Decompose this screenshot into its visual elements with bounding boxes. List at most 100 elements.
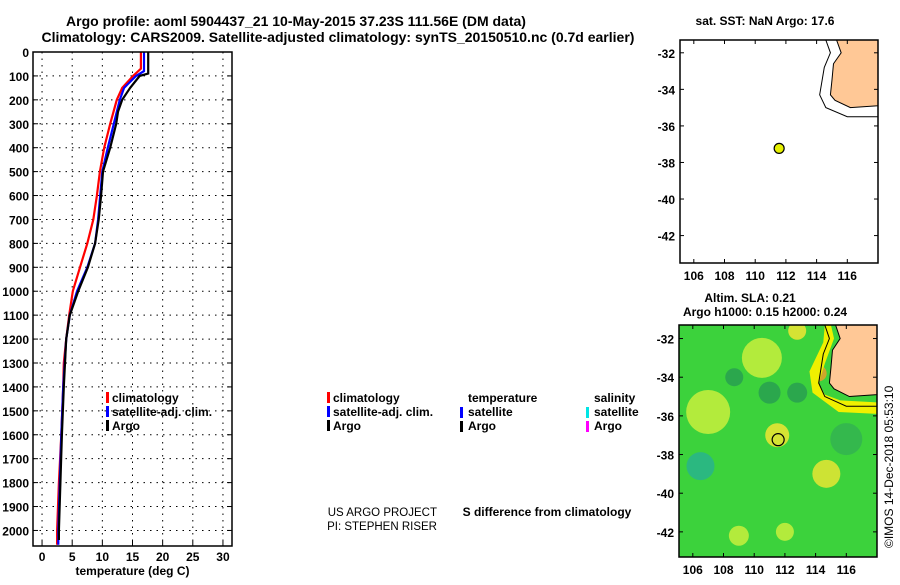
lat-tick-label: -38: [657, 449, 675, 463]
imos-credit: ©IMOS 14-Dec-2018 05:53:10: [882, 385, 896, 548]
legend-swatch-s-satellite: [586, 407, 589, 418]
legend-label: climatology: [333, 391, 400, 405]
sla-map-title-line1: Altim. SLA: 0.21: [704, 291, 796, 305]
y-tick-label: 600: [9, 190, 29, 204]
coast-contour: [818, 325, 877, 407]
y-tick-label: 800: [9, 237, 29, 251]
y-tick-label: 1800: [2, 477, 29, 491]
lon-tick-label: 116: [837, 563, 857, 577]
y-tick-label: 1700: [2, 453, 29, 467]
legend-label: Argo: [333, 419, 361, 433]
sla-anomaly-blob: [787, 382, 808, 403]
x-tick-label: 5: [69, 550, 76, 564]
legend-swatch-s-argo: [586, 421, 589, 432]
figure-title-line1: Argo profile: aoml 5904437_21 10-May-201…: [66, 13, 526, 29]
salinity-legend: climatology satellite-adj. clim. Argo US…: [327, 391, 437, 533]
legend-swatch-satellite: [106, 406, 109, 417]
lat-tick-label: -36: [657, 410, 675, 424]
y-tick-label: 1400: [2, 381, 29, 395]
x-tick-label: 10: [96, 550, 110, 564]
lat-tick-label: -32: [658, 47, 676, 61]
legend-swatch-climatology: [327, 392, 330, 403]
lon-tick-label: 106: [683, 563, 703, 577]
map-frame: [679, 39, 879, 264]
lon-tick-label: 110: [746, 269, 766, 283]
sla-anomaly-blob: [775, 522, 794, 541]
legend-label: satellite: [594, 405, 639, 419]
x-tick-label: 15: [126, 550, 140, 564]
sla-anomaly-blob: [788, 325, 807, 340]
lat-tick-label: -36: [658, 120, 676, 134]
y-tick-label: 1500: [2, 405, 29, 419]
pi-annotation: PI: STEPHEN RISER: [327, 521, 437, 533]
y-tick-label: 1200: [2, 333, 29, 347]
legend-swatch-argo: [327, 420, 330, 431]
x-tick-label: 25: [186, 550, 200, 564]
y-tick-label: 0: [22, 46, 29, 60]
sst-map-title: sat. SST: NaN Argo: 17.6: [696, 14, 835, 28]
sla-anomaly-blob: [758, 381, 781, 404]
legend-label: Argo: [112, 419, 140, 433]
y-tick-label: 100: [9, 70, 29, 84]
legend-swatch-argo: [106, 420, 109, 431]
legend-label: satellite-adj. clim.: [333, 405, 433, 419]
legend-title-salinity: salinity: [594, 391, 636, 405]
project-annotation: US ARGO PROJECT: [328, 507, 437, 519]
map-content: [819, 40, 878, 118]
lat-tick-label: -38: [658, 156, 676, 170]
sla-anomaly-blob: [812, 459, 841, 488]
x-tick-label: 20: [156, 550, 170, 564]
lat-tick-label: -32: [657, 333, 675, 347]
plot-frame: [32, 51, 233, 547]
lon-tick-label: 112: [776, 269, 796, 283]
legend-swatch-t-argo: [460, 421, 463, 432]
sla-map-title-line2: Argo h1000: 0.15 h2000: 0.24: [683, 305, 847, 319]
series-line-climatology: [55, 52, 142, 545]
lon-tick-label: 106: [684, 269, 704, 283]
lon-tick-label: 114: [806, 563, 826, 577]
sla-anomaly-blob: [686, 390, 731, 434]
argo-float-marker: [773, 142, 785, 154]
australia-landmass: [829, 40, 878, 109]
sla-map: 106 108 110 112 114 116 -32 -34 -36 -38 -40 -42: [657, 324, 878, 577]
y-tick-label: 1300: [2, 357, 29, 371]
lon-tick-label: 116: [838, 269, 858, 283]
lon-tick-label: 112: [775, 563, 795, 577]
y-tick-label: 1000: [2, 285, 29, 299]
x-tick-label: 0: [39, 550, 46, 564]
sla-anomaly-blob: [741, 337, 782, 378]
map-frame: [678, 324, 878, 558]
y-tick-label: 300: [9, 118, 29, 132]
legend-label: satellite: [468, 405, 513, 419]
legend-title-temperature: temperature: [468, 391, 538, 405]
australia-landmass: [828, 325, 877, 398]
coast-contour: [819, 40, 878, 118]
sla-anomaly-blob: [765, 423, 790, 448]
x-tick-label: 30: [216, 550, 230, 564]
lon-tick-label: 108: [714, 269, 734, 283]
y-tick-label: 500: [9, 166, 29, 180]
y-tick-label: 2000: [2, 524, 29, 538]
y-tick-label: 1100: [3, 309, 29, 323]
s-axis-label: S difference from climatology: [463, 505, 632, 519]
difference-legend: temperature satellite Argo salinity sate…: [460, 391, 639, 519]
y-tick-label: 900: [9, 261, 29, 275]
lat-tick-label: -42: [658, 230, 676, 244]
y-tick-label: 400: [9, 142, 29, 156]
lat-tick-label: -34: [658, 83, 676, 97]
argo-float-marker: [771, 433, 785, 447]
lon-tick-label: 114: [807, 269, 827, 283]
sst-map: 106 108 110 112 114 116 -32 -34 -36 -38 -40 -42: [658, 39, 879, 283]
sla-anomaly-blob: [686, 452, 715, 481]
y-tick-label: 700: [9, 213, 29, 227]
lat-tick-label: -34: [657, 371, 675, 385]
lon-tick-label: 108: [713, 563, 733, 577]
lon-tick-label: 110: [745, 563, 765, 577]
sla-anomaly-blob: [728, 525, 749, 546]
x-axis-label: temperature (deg C): [75, 564, 189, 578]
legend-swatch-t-satellite: [460, 407, 463, 418]
legend-swatch-climatology: [106, 392, 109, 403]
legend-label: climatology: [112, 391, 179, 405]
lat-tick-label: -40: [657, 487, 675, 501]
